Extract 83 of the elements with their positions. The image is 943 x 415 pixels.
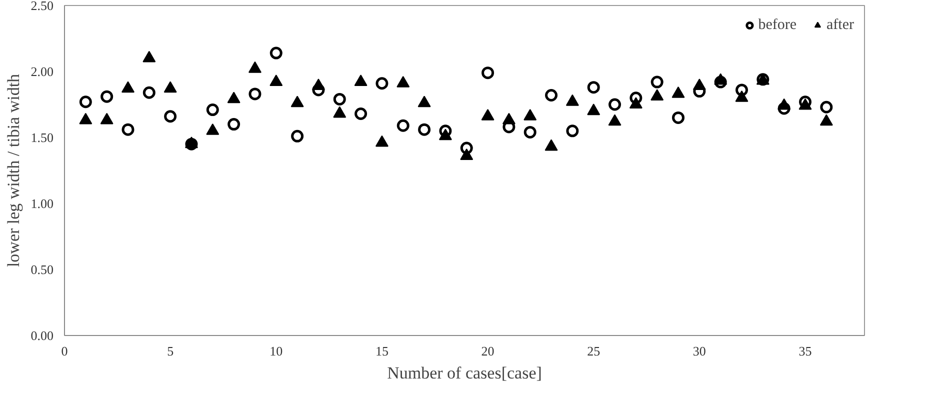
point [778,102,790,115]
point [122,123,134,136]
point [460,142,473,154]
point [439,124,452,138]
x-tick-label: 30 [692,344,706,358]
point [228,118,240,131]
x-tick-label: 15 [375,344,388,358]
point [270,74,283,86]
point [121,81,134,93]
point [79,96,92,108]
x-tick-label: 10 [270,344,283,358]
y-axis-title: lower leg width / tibia width [4,73,23,268]
point [714,73,728,85]
point [354,108,368,120]
point [736,84,748,96]
point [418,123,431,136]
point [481,108,494,120]
point [608,114,622,126]
point [312,78,325,90]
point [672,111,685,124]
point [100,90,114,103]
point [248,88,262,100]
point [650,76,664,88]
point [735,90,748,102]
x-tick-label: 25 [587,344,600,358]
point [354,74,368,86]
point [396,76,410,88]
x-tick-label: 20 [481,344,494,358]
point [545,89,558,102]
point [482,66,494,80]
y-tick-label: 0.00 [30,328,54,343]
point [566,94,579,106]
point [333,106,346,118]
point [630,92,642,104]
point [270,46,282,60]
point [524,108,537,120]
point [333,92,346,106]
point [438,128,452,140]
point [418,96,431,108]
point [100,112,114,124]
x-tick-label: 5 [167,344,174,358]
point [672,86,685,98]
y-tick-label: 2.00 [30,64,54,79]
point [798,98,812,110]
point [460,148,474,160]
point [587,104,600,116]
point [290,96,304,108]
point [820,100,833,114]
x-tick-label: 0 [61,344,68,358]
point [544,139,558,151]
point [206,123,220,135]
legend-label: after [826,16,854,34]
point [650,89,664,101]
x-axis-title: Number of cases[case] [387,364,542,382]
x-tick-label: 35 [798,344,812,358]
point [566,124,579,138]
point [629,97,642,108]
point [587,81,600,94]
point [502,112,516,124]
y-tick-label: 1.00 [30,196,54,211]
point [692,78,706,90]
point [206,104,219,116]
point [291,130,304,142]
point [608,98,622,111]
y-tick-label: 0.50 [30,262,54,277]
point [312,84,325,96]
point [778,98,791,110]
point [396,119,410,132]
point [714,76,727,88]
legend-label: before [758,16,797,34]
y-tick-label: 2.50 [30,0,54,13]
point [248,61,262,73]
point [142,50,156,62]
point [376,77,388,90]
point [79,112,92,124]
point [227,92,240,104]
point [164,81,177,93]
y-tick-label: 1.50 [30,130,54,145]
point [375,135,388,147]
point [524,126,536,138]
point [820,114,833,126]
point [164,110,177,123]
point [142,86,156,99]
